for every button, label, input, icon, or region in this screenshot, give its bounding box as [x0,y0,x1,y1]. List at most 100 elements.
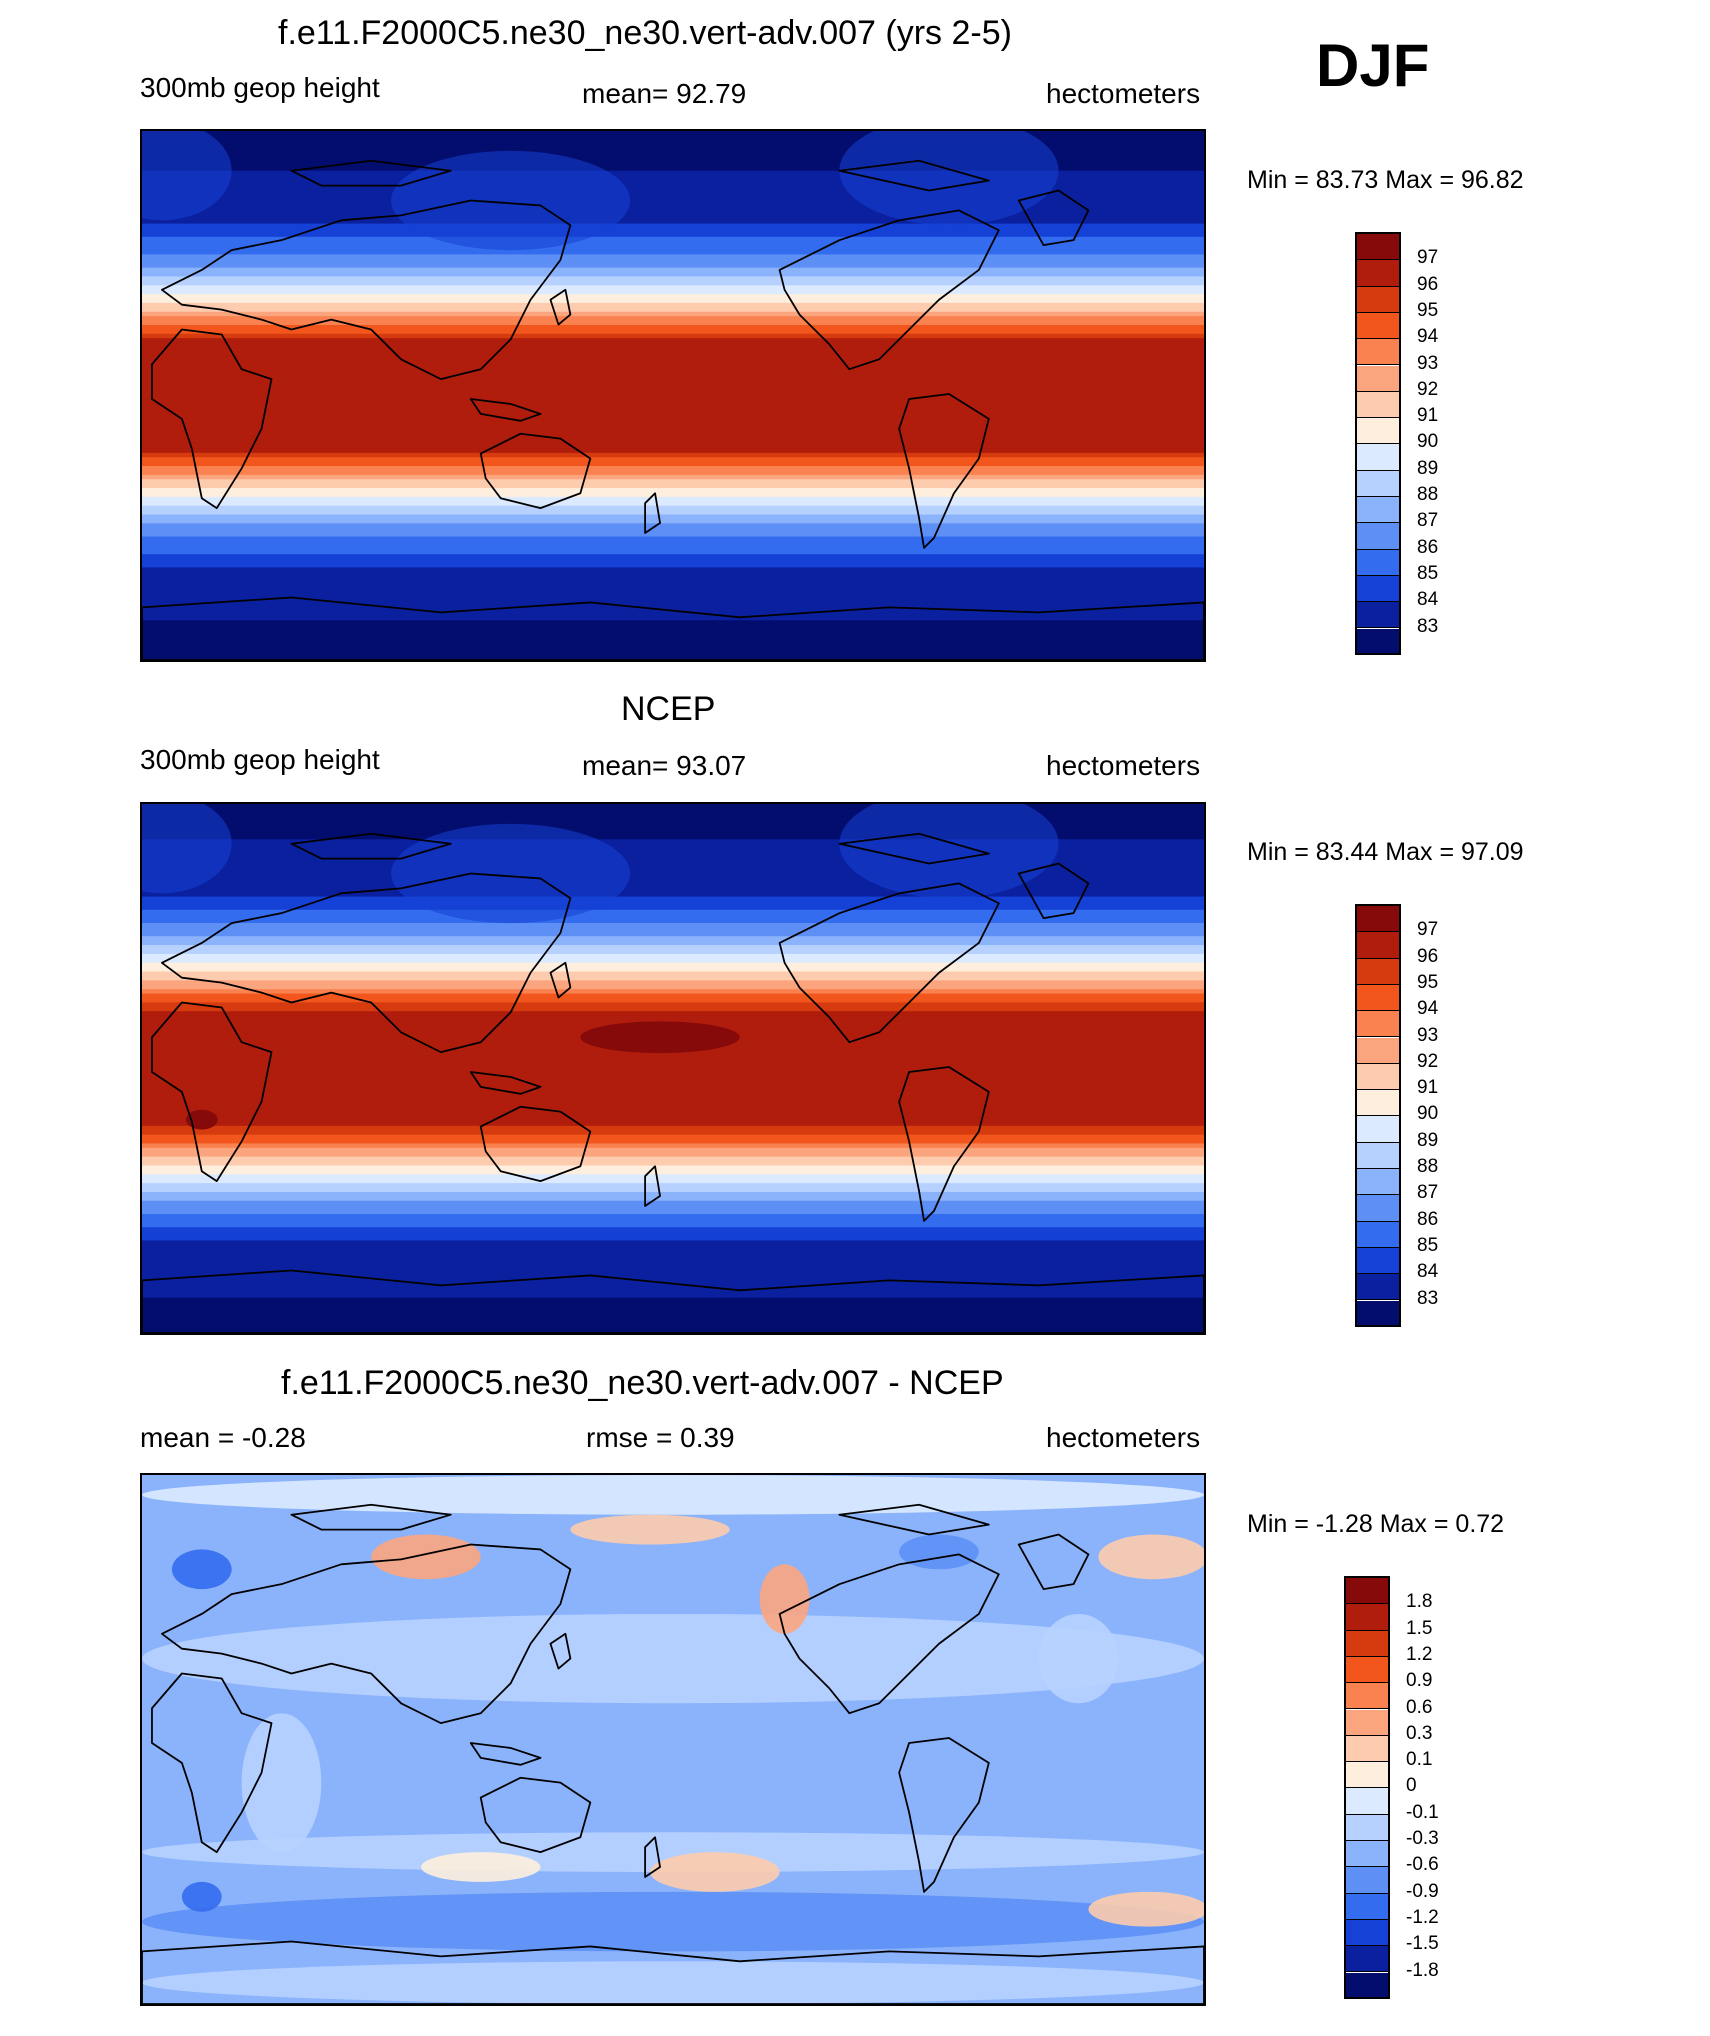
colorbar-swatch [1357,391,1399,419]
contour-band [142,1262,1204,1268]
contour-band [142,821,1204,827]
contour-band [142,139,1204,145]
contour-band [142,197,1204,203]
contour-band [142,1275,1204,1281]
contour-band [142,355,1204,361]
contour-band [142,148,1204,154]
contour-band [142,404,1204,410]
colorbar-swatch [1346,1814,1388,1841]
contour-band [142,338,1204,344]
contour-band [142,241,1204,247]
contour-band [142,536,1204,542]
colorbar-label: 91 [1417,405,1439,427]
contour-band [142,131,1204,137]
contour-blob [420,1852,541,1882]
contour-band [142,236,1204,242]
contour-band [142,452,1204,458]
contour-band [142,1152,1204,1158]
contour-band [142,1213,1204,1219]
colorbar-swatch [1357,234,1399,261]
coastline [1017,862,1090,920]
field-layer [142,1475,1204,2004]
contour-band [142,812,1204,818]
min-max-label: Min = 83.44 Max = 97.09 [1247,838,1524,866]
contour-band [142,1183,1204,1189]
colorbar-swatch [1357,444,1399,471]
colorbar-label: 0.3 [1406,1722,1433,1744]
contour-band [142,1006,1204,1012]
colorbar-label: 96 [1417,273,1439,295]
contour-band [142,395,1204,401]
colorbar-swatch [1346,1893,1388,1920]
contour-band [142,874,1204,880]
colorbar-swatch [1357,984,1399,1012]
contour-blob [142,1832,1204,1872]
map-canvas [142,131,1204,660]
contour-band [142,1156,1204,1162]
contour-band [142,1293,1204,1299]
contour-blob [142,131,232,221]
contour-band [142,1143,1204,1149]
contour-band [142,1253,1204,1259]
contour-band [142,580,1204,586]
colorbar-swatch [1357,1116,1399,1143]
contour-band [142,834,1204,840]
contour-band [142,545,1204,551]
contour-band [142,496,1204,502]
coastline [1017,1533,1090,1591]
panel-title: NCEP [621,690,716,728]
colorbar-label: 88 [1417,1156,1439,1177]
contour-band [142,263,1204,269]
colorbar-swatch [1357,1011,1399,1038]
colorbar-label: 94 [1417,998,1439,1020]
contour-band [142,250,1204,256]
contour-band [142,532,1204,538]
contour-band [142,373,1204,379]
contour-band [142,1174,1204,1180]
contour-band [142,523,1204,529]
contour-band [142,642,1204,648]
contour-band [142,166,1204,172]
contour-band [142,223,1204,229]
contour-band [142,637,1204,643]
colorbar-label: 89 [1417,457,1439,479]
contour-band [142,1302,1204,1308]
coastline [549,288,572,326]
colorbar-label: 97 [1417,247,1439,269]
colorbar-label: 94 [1417,326,1439,348]
contour-band [142,369,1204,375]
colorbar-label: 84 [1417,1261,1439,1283]
colorbar-label: -0.6 [1406,1854,1439,1876]
contour-band [142,421,1204,427]
coastline [549,1632,572,1670]
contour-band [142,1297,1204,1303]
colorbar-swatch [1357,260,1399,287]
map-canvas [142,1475,1204,2004]
season-label: DJF [1316,32,1430,99]
variable-label: 300mb geop height [140,744,380,775]
colorbar-label: -1.5 [1406,1933,1439,1955]
contour-band [142,1055,1204,1061]
coastline [898,393,990,549]
colorbar-label: 90 [1417,431,1439,453]
contour-band [142,1196,1204,1202]
colorbar-swatch [1346,1788,1388,1815]
colorbar-label: 96 [1417,945,1439,967]
contour-band [142,153,1204,159]
contour-band [142,219,1204,225]
contour-band [142,439,1204,445]
colorbar-swatch [1346,1578,1388,1605]
contour-band [142,1227,1204,1233]
contour-band [142,382,1204,388]
contour-band [142,272,1204,278]
contour-blob [570,1514,730,1545]
contour-band [142,905,1204,911]
contour-band [142,430,1204,436]
colorbar-swatch [1357,1063,1399,1091]
contour-band [142,1288,1204,1294]
contour-map [140,1473,1206,2006]
colorbar-swatch [1346,1656,1388,1684]
contour-band [142,1218,1204,1224]
coastline [479,432,592,510]
contour-band [142,940,1204,946]
